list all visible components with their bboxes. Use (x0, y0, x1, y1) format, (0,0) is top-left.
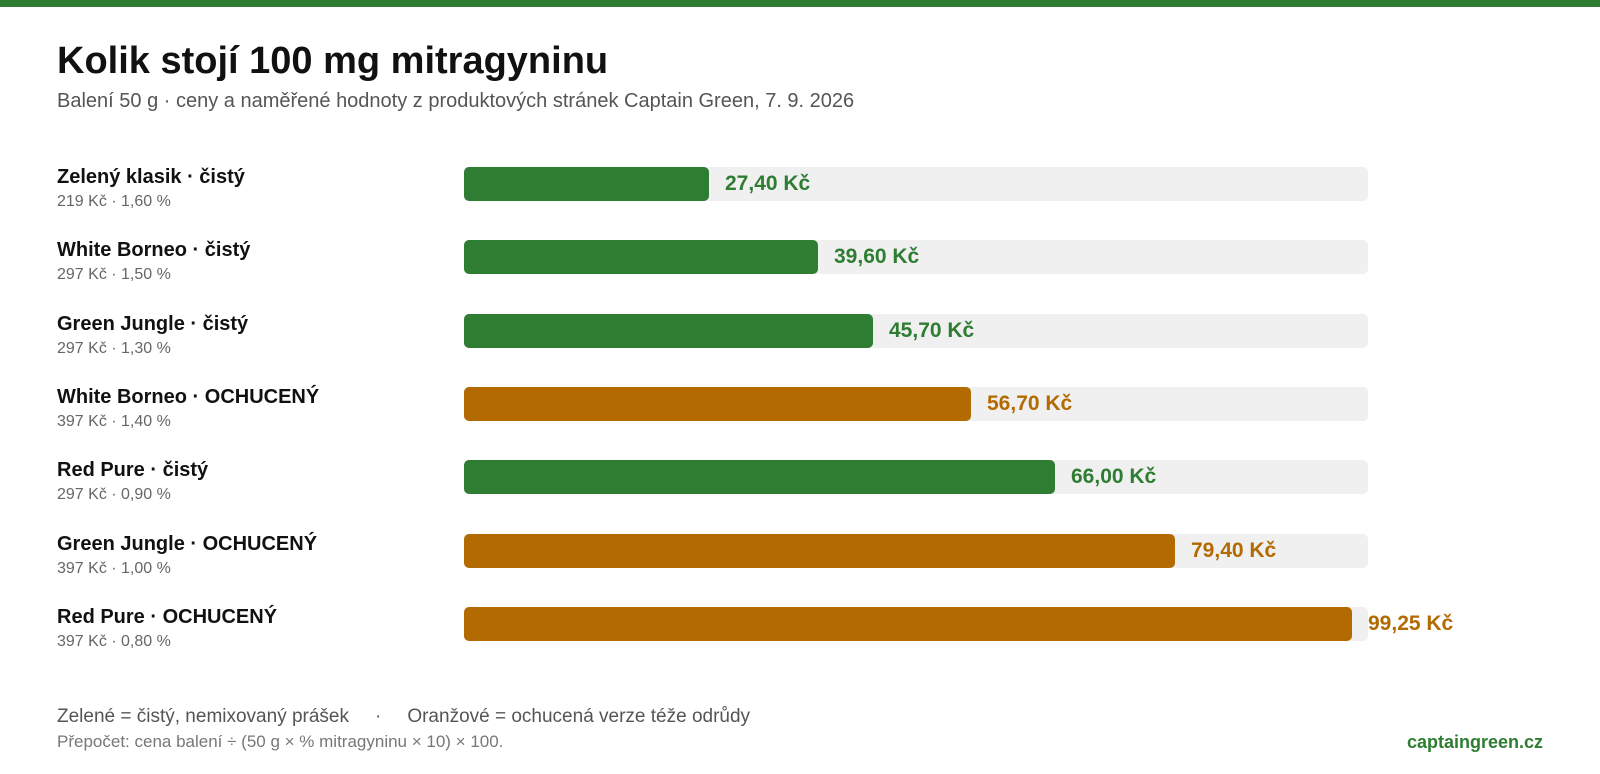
bar-category-label: Zelený klasik · čistý (57, 166, 245, 188)
bar-category-label: Red Pure · OCHUCENÝ (57, 605, 278, 628)
bar-category-meta: 397 Kč · 0,80 % (57, 632, 171, 650)
legend-pure: Zelené = čistý, nemixovaný prášek (57, 706, 349, 727)
bar-row: Green Jungle · čistý 297 Kč · 1,30 % 45,70… (0, 312, 1600, 374)
calculation-note: Přepočet: cena balení ÷ (50 g × % mitrag… (57, 732, 504, 751)
bar-row: White Borneo · OCHUCENÝ 397 Kč · 1,40 % 56… (0, 385, 1600, 447)
legend: Zelené = čistý, nemixovaný prášek · Oranžo… (57, 706, 750, 728)
chart-subtitle: Balení 50 g · ceny a naměřené hodnoty z … (57, 90, 855, 112)
bar-category-label: Green Jungle · OCHUCENÝ (57, 532, 318, 555)
bar-value-label: 39,60 Kč (834, 245, 920, 269)
bar-category-label: White Borneo · čistý (57, 239, 251, 262)
bar-row: Green Jungle · OCHUCENÝ 397 Kč · 1,00 % 79… (0, 532, 1600, 594)
bar-track: 99,25 Kč (464, 606, 1453, 641)
bar-category-label: White Borneo · OCHUCENÝ (57, 385, 320, 408)
bar-row: Red Pure · OCHUCENÝ 397 Kč · 0,80 % 99,25 … (0, 605, 1600, 667)
bar-track: 79,40 Kč (464, 533, 1368, 568)
bar (464, 460, 1055, 495)
bar (464, 313, 873, 348)
bar-value-label: 56,70 Kč (987, 391, 1073, 415)
bar-value-label: 45,70 Kč (889, 318, 975, 342)
bar (464, 167, 709, 201)
bar-track: 45,70 Kč (464, 313, 1368, 348)
bar-row: Zelený klasik · čistý 219 Kč · 1,60 % 27,4… (0, 166, 1600, 227)
bar-category-meta: 297 Kč · 1,30 % (57, 339, 171, 357)
bar-value-label: 79,40 Kč (1191, 538, 1277, 562)
bar-category-meta: 219 Kč · 1,60 % (57, 193, 171, 210)
bar-track: 39,60 Kč (464, 240, 1368, 275)
bar-track: 56,70 Kč (464, 386, 1368, 421)
bar-track: 66,00 Kč (464, 460, 1368, 495)
bar-category-meta: 397 Kč · 1,00 % (57, 559, 171, 577)
bar-track: 27,40 Kč (464, 167, 1368, 201)
chart-title: Kolik stojí 100 mg mitragyninu (57, 40, 609, 82)
top-accent-stripe (0, 0, 1600, 7)
bar-row: Red Pure · čistý 297 Kč · 0,90 % 66,00 Kč (0, 459, 1600, 520)
bar (464, 240, 818, 275)
brand-link[interactable]: captaingreen.cz (1406, 732, 1543, 752)
bar-category-label: Green Jungle · čistý (57, 312, 249, 335)
bar-category-meta: 297 Kč · 0,90 % (57, 486, 171, 504)
bar-value-label: 99,25 Kč (1368, 611, 1454, 635)
bar (464, 533, 1175, 568)
bar-value-label: 66,00 Kč (1071, 465, 1157, 489)
bar-category-meta: 397 Kč · 1,40 % (57, 412, 171, 430)
bar-value-label: 27,40 Kč (725, 172, 811, 195)
bar (464, 606, 1352, 641)
bar (464, 386, 971, 421)
legend-separator: · (375, 706, 382, 727)
legend-flavored: Oranžové = ochucená verze téže odrůdy (407, 706, 751, 727)
bar-category-meta: 297 Kč · 1,50 % (57, 266, 171, 284)
bar-row: White Borneo · čistý 297 Kč · 1,50 % 39,60… (0, 239, 1600, 300)
bar-category-label: Red Pure · čistý (57, 459, 209, 482)
